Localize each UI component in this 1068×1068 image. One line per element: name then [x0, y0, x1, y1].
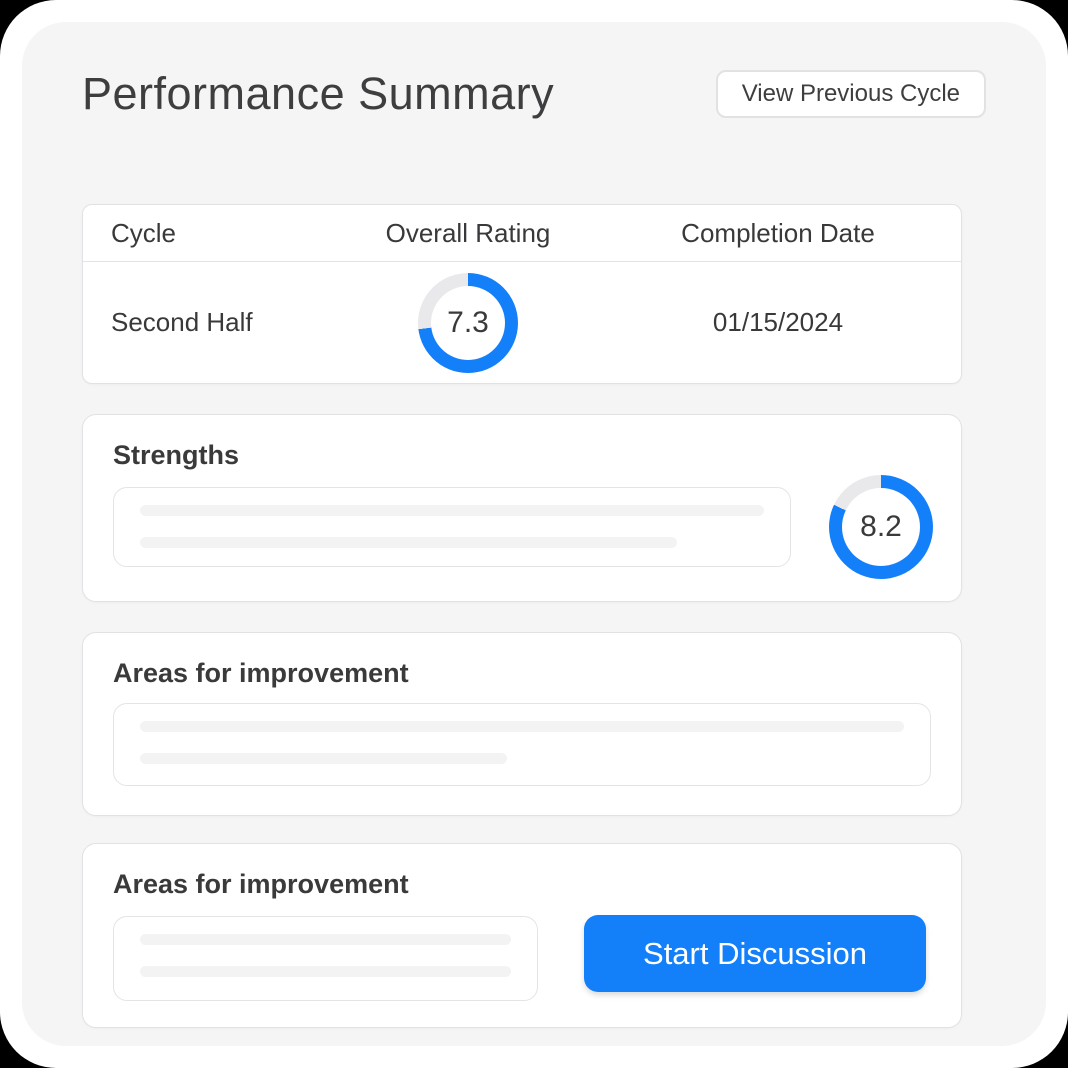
strengths-rating-ring: 8.2: [829, 475, 933, 579]
header: Performance Summary View Previous Cycle: [82, 68, 986, 120]
placeholder-line: [140, 966, 511, 977]
table-row: Second Half 7.3 01/15/2024: [83, 262, 961, 383]
cycle-summary-table: Cycle Overall Rating Completion Date Sec…: [82, 204, 962, 384]
strengths-rating-value: 8.2: [842, 488, 920, 566]
column-header-overall-rating: Overall Rating: [385, 217, 551, 248]
placeholder-line: [140, 934, 511, 945]
strengths-card: Strengths 8.2: [82, 414, 962, 602]
overall-rating-value: 7.3: [431, 285, 505, 360]
overall-rating-ring: 7.3: [418, 272, 518, 373]
improvement-content-box: [113, 916, 538, 1001]
areas-for-improvement-card-1: Areas for improvement: [82, 632, 962, 816]
strengths-title: Strengths: [113, 440, 240, 470]
table-header-row: Cycle Overall Rating Completion Date: [83, 205, 961, 262]
column-header-completion-date: Completion Date: [681, 217, 875, 248]
areas-for-improvement-title: Areas for improvement: [113, 869, 409, 899]
cycle-name: Second Half: [111, 307, 253, 337]
view-previous-cycle-button[interactable]: View Previous Cycle: [715, 70, 986, 118]
areas-for-improvement-title: Areas for improvement: [113, 658, 409, 688]
areas-for-improvement-card-2: Areas for improvement Start Discussion: [82, 843, 962, 1028]
placeholder-line: [140, 721, 904, 732]
improvement-content-box: [113, 703, 931, 786]
performance-summary-panel: Performance Summary View Previous Cycle …: [22, 22, 1046, 1046]
placeholder-line: [140, 753, 507, 764]
page-title: Performance Summary: [82, 68, 555, 119]
completion-date: 01/15/2024: [712, 307, 844, 337]
placeholder-line: [140, 537, 677, 548]
strengths-content-box: [113, 487, 791, 567]
overall-rating-cell: 7.3: [341, 272, 595, 373]
column-header-cycle: Cycle: [111, 217, 177, 248]
placeholder-line: [140, 505, 764, 516]
start-discussion-button[interactable]: Start Discussion: [584, 915, 926, 992]
